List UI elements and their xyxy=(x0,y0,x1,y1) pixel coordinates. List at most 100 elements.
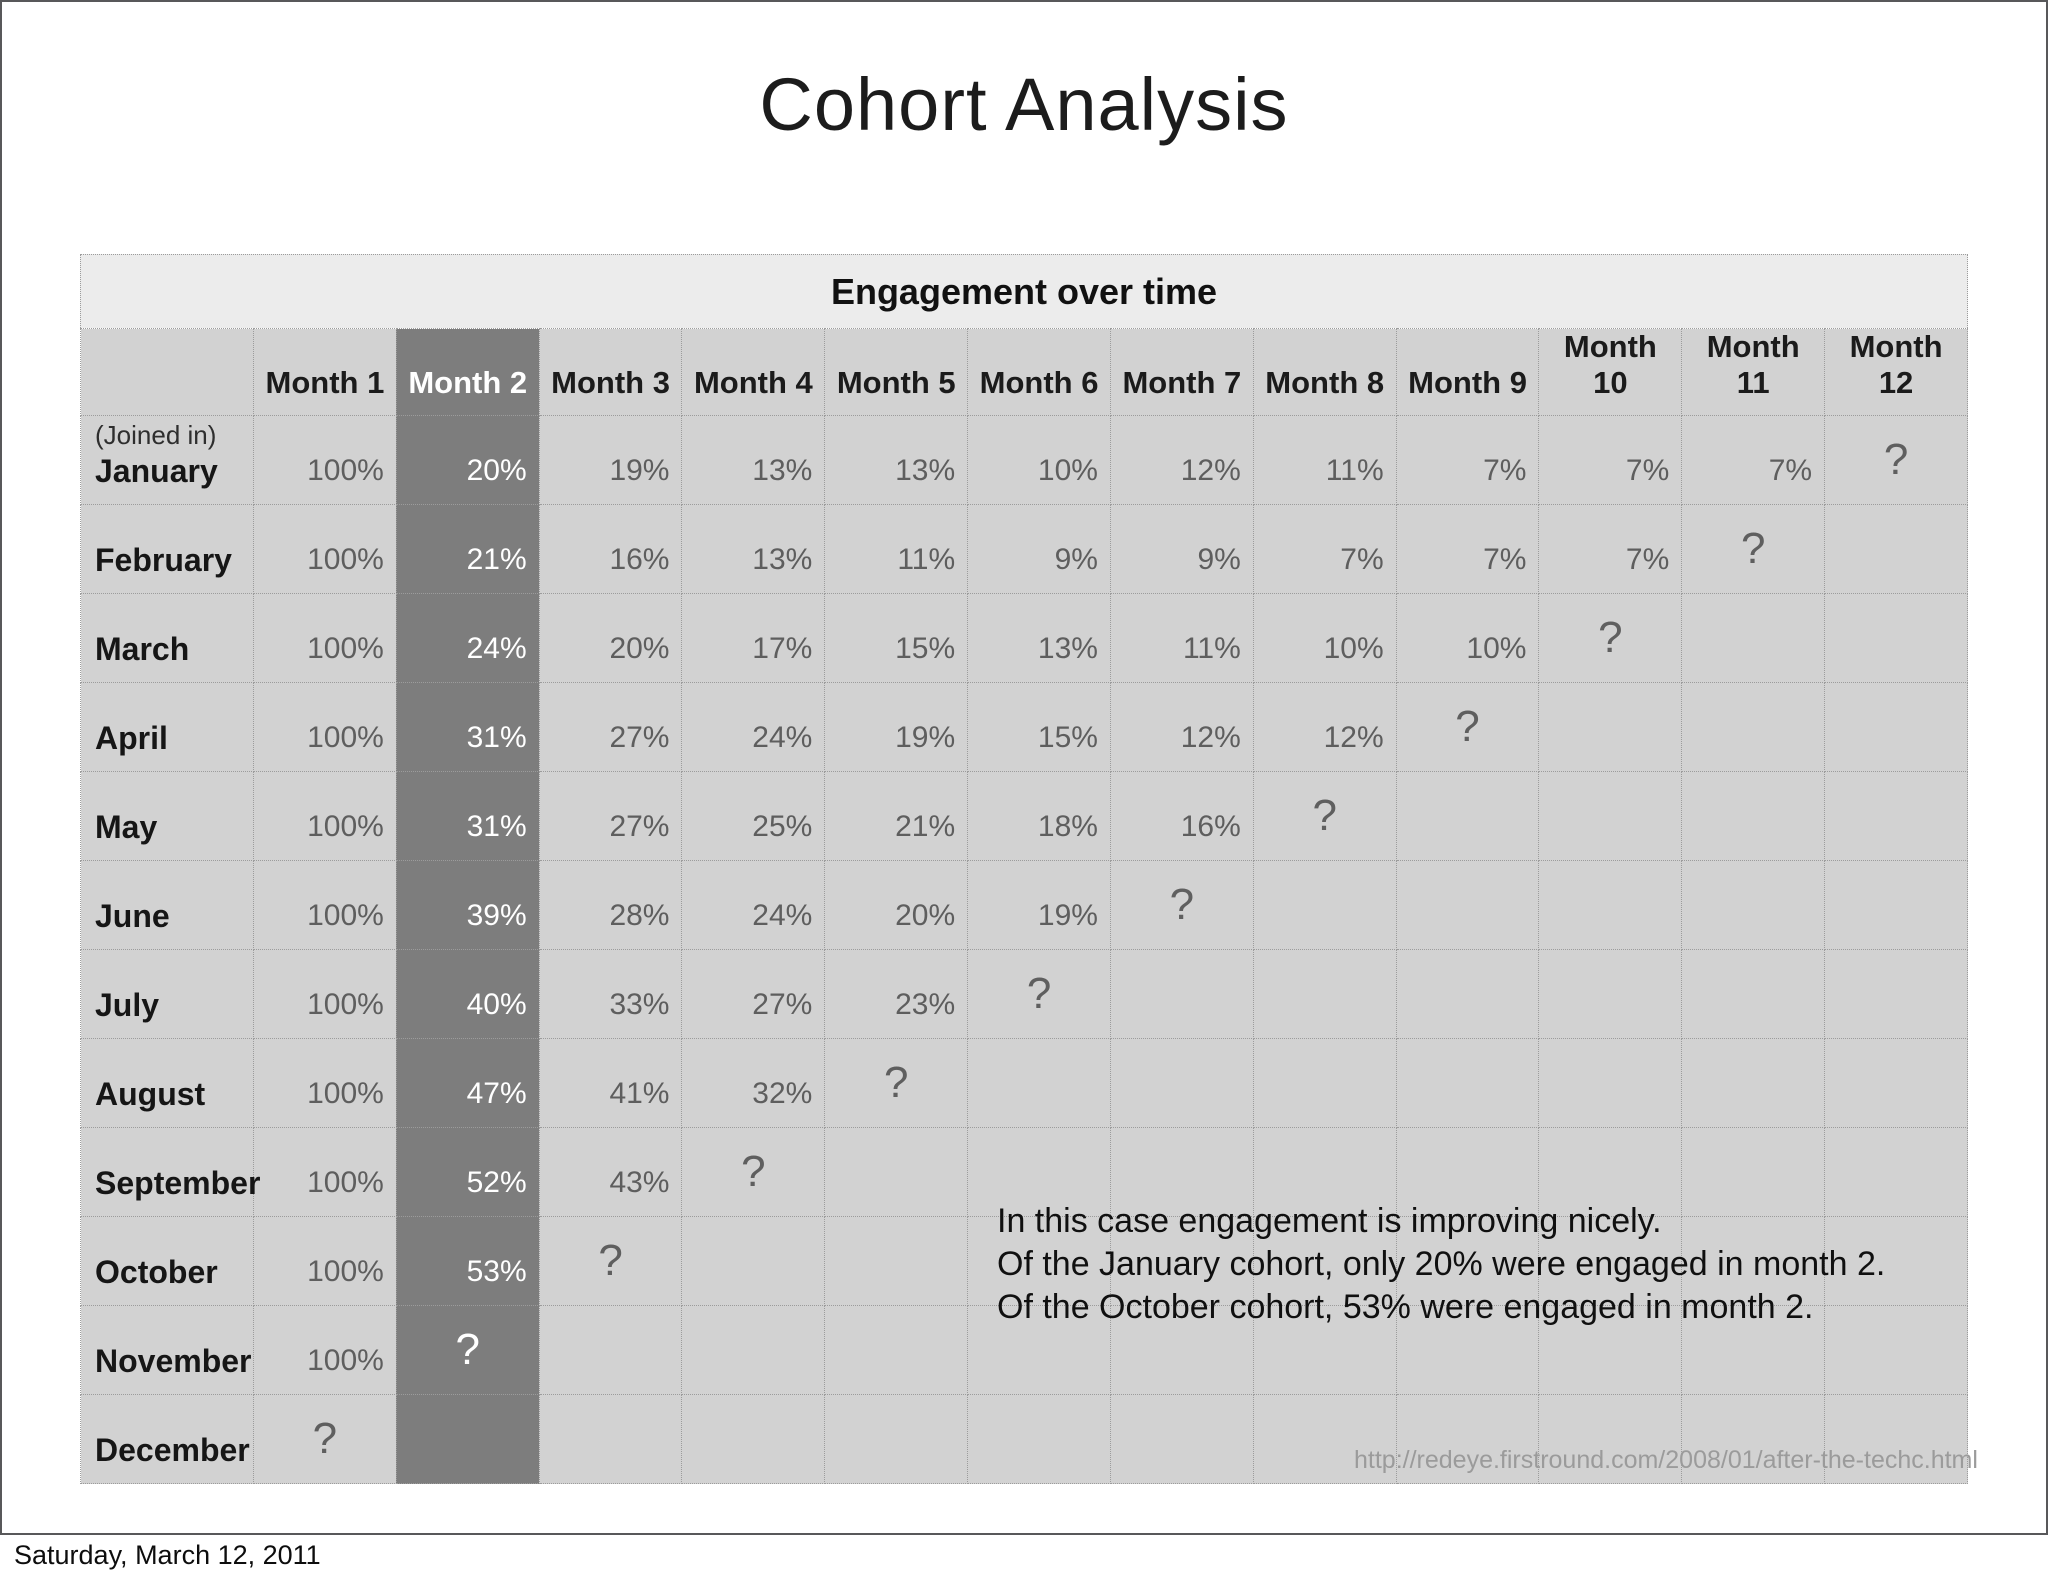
table-row-july: July 100% 40% 33% 27% 23%? xyxy=(80,949,1968,1039)
empty-cell xyxy=(1681,1038,1826,1128)
cell-june-month-3: 28% xyxy=(538,860,683,950)
empty-cell xyxy=(1681,1394,1826,1484)
empty-cell xyxy=(1395,860,1540,950)
empty-cell xyxy=(1681,593,1826,683)
table-row-january: (Joined in) January 100% 20% 19% 13% 13% 10% 12%… xyxy=(80,415,1968,505)
cell-april-month-3: 27% xyxy=(538,682,683,772)
annotation-line: Of the January cohort, only 20% were eng… xyxy=(997,1245,1886,1283)
empty-cell xyxy=(1109,1038,1254,1128)
cell-september-month-1: 100% xyxy=(253,1127,397,1217)
empty-cell xyxy=(1395,949,1540,1039)
empty-cell xyxy=(1538,1127,1683,1217)
empty-cell xyxy=(1538,771,1683,861)
cell-april-month-7: 12% xyxy=(1109,682,1254,772)
col-header-month-1: Month 1 xyxy=(253,328,397,416)
cell-march-month-5: 15% xyxy=(824,593,969,683)
row-label-december: December xyxy=(80,1394,254,1484)
cell-august-month-3: 41% xyxy=(538,1038,683,1128)
row-label-may: May xyxy=(80,771,254,861)
empty-cell xyxy=(1681,771,1826,861)
cell-february-month-10: 7% xyxy=(1538,504,1683,594)
empty-cell xyxy=(1252,1216,1397,1306)
cell-july-month-3: 33% xyxy=(538,949,683,1039)
cell-january-month-9: 7% xyxy=(1395,415,1540,505)
cell-march-month-4: 17% xyxy=(681,593,826,683)
cell-april-month-6: 15% xyxy=(967,682,1111,772)
table-row-october: October 100% 53%? xyxy=(80,1216,1968,1306)
cell-september-month-3: 43% xyxy=(538,1127,683,1217)
cell-march-month-7: 11% xyxy=(1109,593,1254,683)
annotation-text: In this case engagement is improving nic… xyxy=(997,1200,1885,1329)
empty-cell xyxy=(1109,1216,1254,1306)
empty-cell xyxy=(1824,860,1968,950)
cell-june-month-4: 24% xyxy=(681,860,826,950)
table-row-march: March 100% 24% 20% 17% 15% 13% 11% 10% 10%? xyxy=(80,593,1968,683)
cell-may-month-4: 25% xyxy=(681,771,826,861)
cell-april-month-1: 100% xyxy=(253,682,397,772)
row-label-january: (Joined in) January xyxy=(80,415,254,505)
col-header-month-10: Month 10 xyxy=(1538,328,1683,416)
empty-cell xyxy=(1681,860,1826,950)
table-row-june: June 100% 39% 28% 24% 20% 19%? xyxy=(80,860,1968,950)
cell-may-month-1: 100% xyxy=(253,771,397,861)
cell-march-month-3: 20% xyxy=(538,593,683,683)
empty-cell xyxy=(1109,949,1254,1039)
cell-january-month-6: 10% xyxy=(967,415,1111,505)
question-mark-january: ? xyxy=(1824,415,1968,505)
empty-cell xyxy=(1538,949,1683,1039)
empty-cell xyxy=(1538,860,1683,950)
cell-february-month-2: 21% xyxy=(395,504,540,594)
cell-february-month-6: 9% xyxy=(967,504,1111,594)
empty-cell xyxy=(1395,771,1540,861)
empty-cell xyxy=(1252,1038,1397,1128)
col-header-month-9: Month 9 xyxy=(1395,328,1540,416)
source-url: http://redeye.firstround.com/2008/01/aft… xyxy=(1354,1446,1978,1474)
empty-cell xyxy=(1395,1394,1540,1484)
corner-cell xyxy=(80,328,254,416)
table-row-april: April 100% 31% 27% 24% 19% 15% 12% 12%? xyxy=(80,682,1968,772)
table-title: Engagement over time xyxy=(80,254,1968,328)
question-mark-august: ? xyxy=(824,1038,969,1128)
cell-november-month-1: 100% xyxy=(253,1305,397,1395)
slide: Cohort Analysis Engagement over time Mon… xyxy=(0,0,2048,1535)
empty-cell xyxy=(967,1216,1111,1306)
cell-february-month-3: 16% xyxy=(538,504,683,594)
empty-cell xyxy=(1681,949,1826,1039)
empty-cell xyxy=(538,1305,683,1395)
row-label-november: November xyxy=(80,1305,254,1395)
empty-cell xyxy=(1395,1216,1540,1306)
empty-cell xyxy=(1824,1038,1968,1128)
col-header-month-12: Month 12 xyxy=(1824,328,1968,416)
col-header-month-11: Month 11 xyxy=(1681,328,1826,416)
empty-cell xyxy=(681,1394,826,1484)
empty-cell xyxy=(538,1394,683,1484)
empty-cell xyxy=(1252,1305,1397,1395)
cell-september-month-2: 52% xyxy=(395,1127,540,1217)
cell-may-month-2: 31% xyxy=(395,771,540,861)
empty-cell xyxy=(1681,1216,1826,1306)
empty-cell xyxy=(1824,1216,1968,1306)
cell-january-month-1: 100% xyxy=(253,415,397,505)
row-label-march: March xyxy=(80,593,254,683)
empty-cell xyxy=(1824,949,1968,1039)
question-mark-march: ? xyxy=(1538,593,1683,683)
cell-february-month-7: 9% xyxy=(1109,504,1254,594)
col-header-month-4: Month 4 xyxy=(681,328,826,416)
empty-cell xyxy=(1681,682,1826,772)
cell-february-month-4: 13% xyxy=(681,504,826,594)
empty-cell xyxy=(1109,1305,1254,1395)
cell-march-month-2: 24% xyxy=(395,593,540,683)
row-label-august: August xyxy=(80,1038,254,1128)
question-mark-may: ? xyxy=(1252,771,1397,861)
cell-february-month-9: 7% xyxy=(1395,504,1540,594)
cell-january-month-2: 20% xyxy=(395,415,540,505)
empty-cell xyxy=(967,1394,1111,1484)
empty-cell xyxy=(1681,1127,1826,1217)
cell-august-month-2: 47% xyxy=(395,1038,540,1128)
cell-february-month-8: 7% xyxy=(1252,504,1397,594)
row-label-july: July xyxy=(80,949,254,1039)
row-label-june: June xyxy=(80,860,254,950)
cell-july-month-5: 23% xyxy=(824,949,969,1039)
cell-april-month-5: 19% xyxy=(824,682,969,772)
